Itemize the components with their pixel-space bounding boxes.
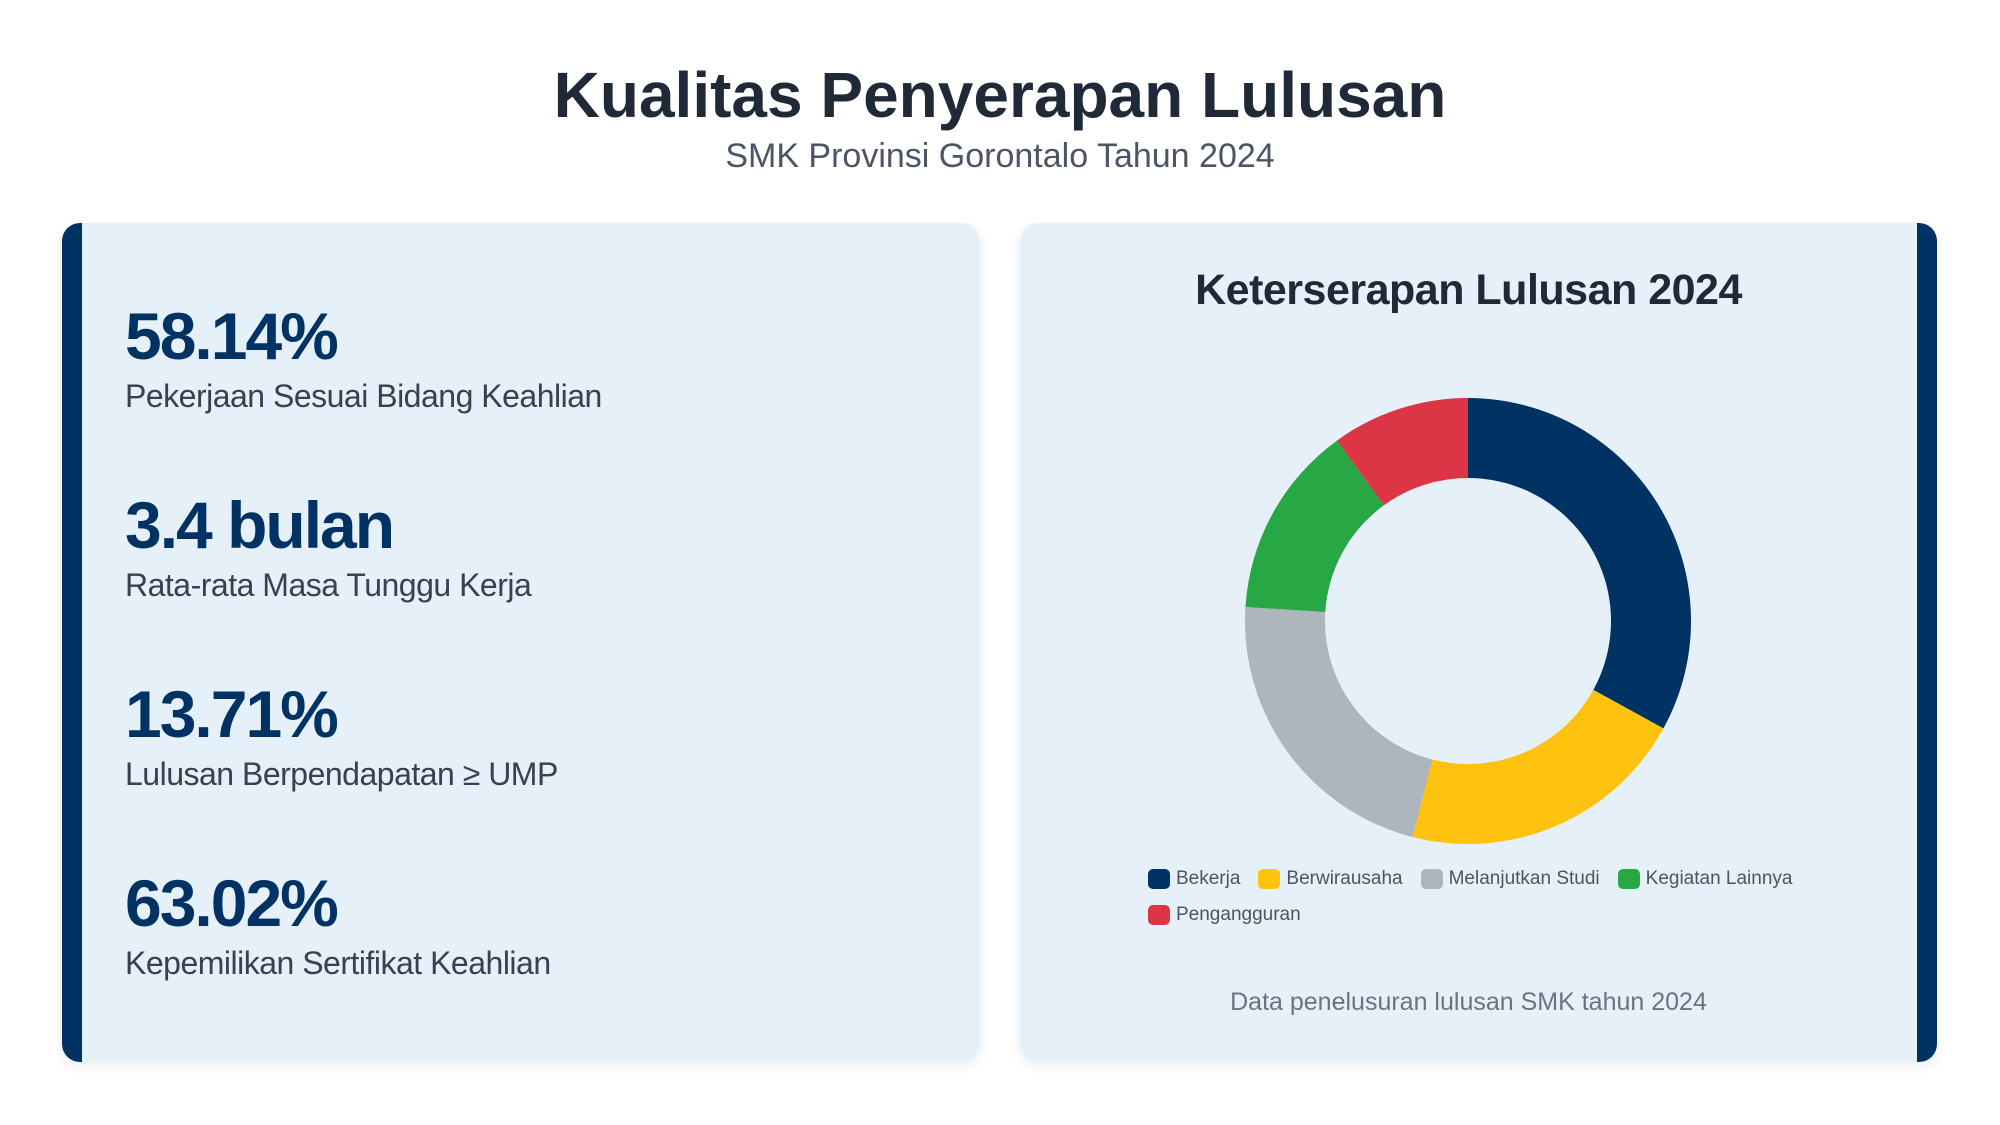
- chart-title: Keterserapan Lulusan 2024: [1195, 266, 1742, 314]
- legend-label: Berwirausaha: [1286, 868, 1403, 889]
- legend-label: Pengangguran: [1176, 904, 1301, 925]
- stat-value: 63.02%: [125, 866, 339, 940]
- stat: 58.14% Pekerjaan Sesuai Bidang Keahlian: [125, 298, 602, 415]
- legend: Bekerja Berwirausaha Melanjutkan Studi Kegi…: [1148, 868, 1828, 926]
- donut-segment: [1245, 606, 1433, 837]
- stat-value: 58.14%: [125, 299, 339, 373]
- stat-label: Pekerjaan Sesuai Bidang Keahlian: [125, 378, 602, 414]
- stats-card: [62, 223, 980, 1062]
- donut-segment: [1468, 398, 1692, 729]
- donut-segment: [1245, 440, 1384, 613]
- stat-value: 13.71%: [125, 677, 339, 751]
- legend-label: Bekerja: [1176, 868, 1241, 889]
- legend-swatch: [1617, 869, 1640, 889]
- legend-label: Melanjutkan Studi: [1448, 868, 1600, 889]
- legend-item: Kegiatan Lainnya: [1617, 868, 1793, 890]
- chart-note: Data penelusuran lulusan SMK tahun 2024: [1230, 988, 1707, 1016]
- donut-segment: [1412, 689, 1664, 844]
- legend-swatch: [1148, 869, 1170, 889]
- legend-swatch: [1148, 905, 1170, 925]
- stat: 13.71% Lulusan Berpendapatan ≥ UMP: [125, 676, 558, 793]
- stat-label: Lulusan Berpendapatan ≥ UMP: [125, 756, 558, 792]
- legend-item: Pengangguran: [1148, 904, 1301, 926]
- page-title: Kualitas Penyerapan Lulusan: [553, 59, 1447, 131]
- stat: 63.02% Kepemilikan Sertifikat Keahlian: [125, 865, 551, 982]
- legend-item: Melanjutkan Studi: [1420, 868, 1600, 890]
- stat-value: 3.4 bulan: [125, 488, 395, 562]
- legend-swatch: [1420, 869, 1443, 889]
- legend-item: Bekerja: [1148, 868, 1240, 890]
- stat: 3.4 bulan Rata-rata Masa Tunggu Kerja: [125, 487, 532, 604]
- legend-label: Kegiatan Lainnya: [1645, 868, 1793, 889]
- page-subtitle: SMK Provinsi Gorontalo Tahun 2024: [725, 137, 1275, 175]
- donut-segment: [1336, 398, 1468, 506]
- chart-card: [1020, 223, 1937, 1062]
- legend-swatch: [1258, 869, 1281, 889]
- stat-label: Rata-rata Masa Tunggu Kerja: [125, 567, 532, 603]
- legend-item: Berwirausaha: [1258, 868, 1403, 890]
- stat-label: Kepemilikan Sertifikat Keahlian: [125, 945, 551, 981]
